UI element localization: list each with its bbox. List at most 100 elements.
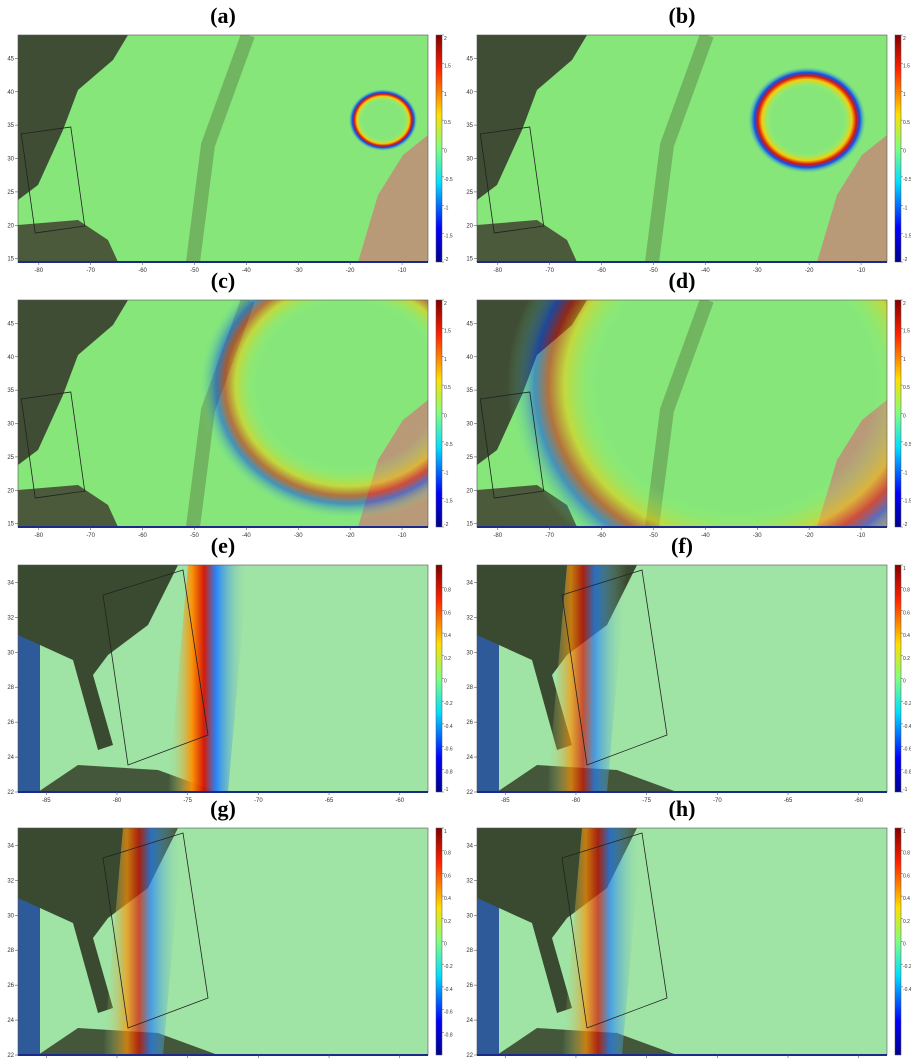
x-tick-label: -80 [34, 533, 43, 539]
x-tick-label: -85 [501, 798, 510, 804]
y-tick-label: 40 [466, 355, 473, 361]
x-tick-label: -70 [86, 268, 95, 274]
y-tick-label: 25 [7, 190, 14, 196]
y-tick-label: 32 [7, 615, 14, 621]
y-tick-label: 15 [7, 257, 14, 263]
y-tick-label: 22 [7, 790, 14, 796]
x-tick-label: -10 [398, 533, 407, 539]
x-tick-label: -80 [572, 798, 581, 804]
y-tick-label: 25 [466, 190, 473, 196]
y-tick-label: 22 [466, 790, 473, 796]
y-tick-label: 45 [466, 56, 473, 62]
colorbar-tick-label: 2 [903, 36, 906, 42]
tsunami-front [747, 66, 867, 174]
colorbar-tick-label: -0.4 [444, 987, 453, 993]
panel-label: (d) [669, 268, 696, 293]
y-tick-label: 25 [466, 455, 473, 461]
colorbar-tick-label: 0 [903, 149, 906, 155]
colorbar [894, 299, 902, 528]
y-tick-label: 26 [7, 983, 14, 989]
colorbar-tick-label: 0.6 [444, 873, 451, 879]
x-tick-label: -30 [753, 268, 762, 274]
y-tick-label: 30 [7, 157, 14, 163]
colorbar-tick-label: -0.2 [444, 964, 453, 970]
domain-box [561, 569, 668, 766]
panel-label: (c) [211, 268, 235, 293]
y-tick-label: 22 [7, 1053, 14, 1058]
colorbar-tick-label: -0.8 [444, 1032, 453, 1038]
colorbar-tick-label: 1 [903, 92, 906, 98]
x-tick-label: -40 [701, 268, 710, 274]
colorbar-tick-label: -0.2 [903, 701, 911, 707]
domain-box [102, 569, 209, 766]
y-tick-label: 30 [7, 650, 14, 656]
y-tick-label: 34 [7, 843, 14, 849]
x-tick-label: -70 [545, 533, 554, 539]
colorbar-tick-label: -0.2 [444, 701, 453, 707]
colorbar-tick-label: 0.5 [444, 120, 451, 126]
y-tick-label: 32 [7, 878, 14, 884]
colorbar-tick-label: 1.5 [444, 63, 451, 69]
x-tick-label: -70 [545, 268, 554, 274]
y-tick-label: 26 [466, 720, 473, 726]
land-caribbean [477, 220, 577, 262]
ridge [645, 35, 714, 262]
x-tick-label: -65 [325, 798, 334, 804]
colorbar-tick-label: -0.6 [903, 747, 911, 753]
y-tick-label: 40 [7, 90, 14, 96]
y-tick-label: 35 [466, 388, 473, 394]
gulf [477, 625, 499, 792]
tsunami-front [507, 300, 887, 527]
x-tick-label: -75 [183, 798, 192, 804]
colorbar-tick-label: -0.5 [444, 442, 453, 448]
y-tick-label: 20 [466, 488, 473, 494]
y-tick-label: 34 [7, 580, 14, 586]
y-tick-label: 20 [466, 223, 473, 229]
x-tick-label: -85 [42, 798, 51, 804]
colorbar-tick-label: 0.5 [903, 385, 910, 391]
land-caribbean [18, 220, 118, 262]
x-tick-label: -50 [190, 533, 199, 539]
y-tick-label: 20 [7, 223, 14, 229]
colorbar-tick-label: 0.8 [444, 851, 451, 857]
colorbar-tick-label: -0.5 [903, 442, 911, 448]
x-tick-label: -75 [642, 798, 651, 804]
colorbar-tick-label: -1 [444, 787, 449, 793]
land-caribbean [18, 485, 118, 527]
x-tick-label: -20 [805, 533, 814, 539]
colorbar-tick-label: 1.5 [444, 328, 451, 334]
colorbar-tick-label: 0.4 [444, 633, 451, 639]
x-tick-label: -30 [294, 268, 303, 274]
y-tick-label: 15 [466, 257, 473, 263]
colorbar-tick-label: 0 [444, 149, 447, 155]
y-tick-label: 34 [466, 843, 473, 849]
colorbar-tick-label: 2 [444, 36, 447, 42]
y-tick-label: 20 [7, 488, 14, 494]
colorbar [435, 827, 443, 1056]
x-tick-label: -60 [854, 798, 863, 804]
y-tick-label: 24 [466, 755, 473, 761]
ridge [186, 35, 255, 262]
y-tick-label: 30 [466, 650, 473, 656]
y-tick-label: 45 [466, 321, 473, 327]
colorbar-tick-label: 0.6 [903, 873, 910, 879]
wave-band [547, 565, 627, 792]
colorbar-tick-label: 2 [903, 301, 906, 307]
y-tick-label: 24 [7, 755, 14, 761]
colorbar-tick-label: 0.2 [903, 919, 910, 925]
x-tick-label: -30 [753, 533, 762, 539]
colorbar-tick-label: -2 [444, 522, 449, 528]
colorbar-tick-label: 0.8 [444, 588, 451, 594]
y-tick-label: 30 [7, 913, 14, 919]
map-content [477, 565, 887, 792]
colorbar-tick-label: 0.8 [903, 588, 910, 594]
y-tick-label: 28 [466, 948, 473, 954]
wave-band [562, 828, 642, 1055]
gulf [477, 888, 499, 1055]
colorbar-tick-label: -2 [444, 257, 449, 263]
colorbar [894, 564, 902, 793]
panel-label: (b) [669, 3, 696, 28]
colorbar-tick-label: 1.5 [903, 63, 910, 69]
x-tick-label: -50 [649, 533, 658, 539]
